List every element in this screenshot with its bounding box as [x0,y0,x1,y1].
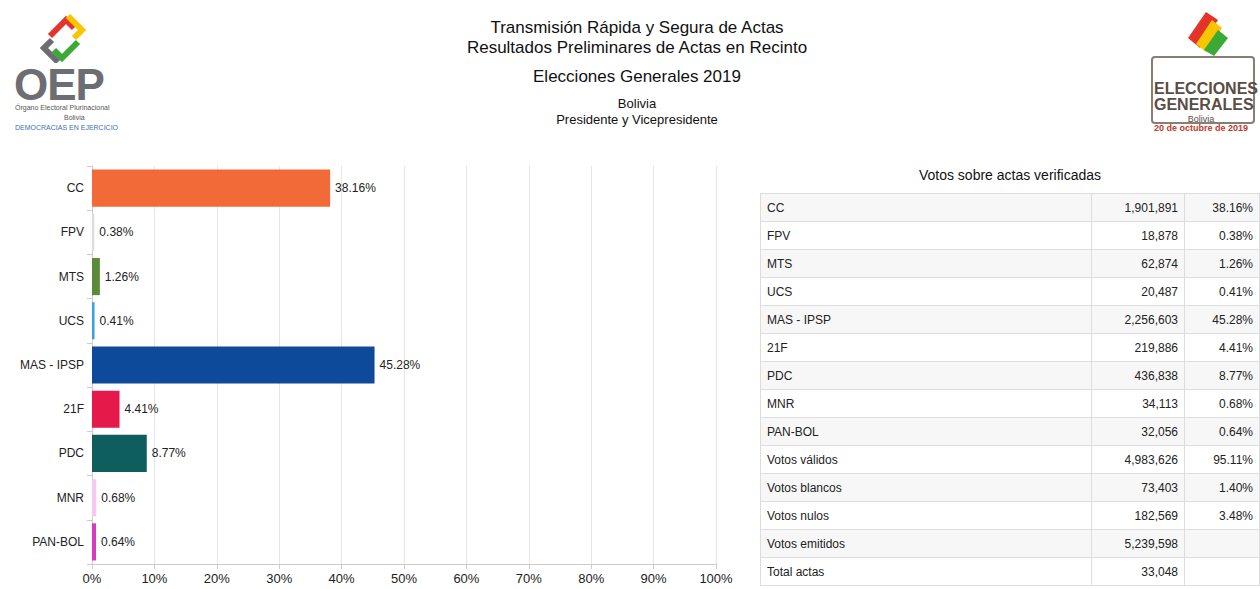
html-text:Presidente y Vicepresidente: Presidente y Vicepresidente [556,112,718,127]
svg-text:PDC: PDC [59,446,85,460]
html-text:Votos blancos: Votos blancos [767,480,842,495]
svg-text:0.41%: 0.41% [100,314,134,328]
svg-text:30%: 30% [266,571,292,586]
svg-text:1.26%: 1.26% [105,270,139,284]
svg-text:70%: 70% [516,571,542,586]
html-text:5,239,598: 5,239,598 [1124,536,1178,551]
html-text:Votos sobre actas verificadas: Votos sobre actas verificadas [918,167,1101,183]
svg-text:45.28%: 45.28% [380,358,421,372]
html-text:21F: 21F [767,340,788,355]
html-text:20,487: 20,487 [1141,284,1178,299]
html-text:0.64%: 0.64% [1219,424,1253,439]
html-text:20 de octubre de 2019: 20 de octubre de 2019 [1154,123,1248,133]
html-text:PDC: PDC [767,368,793,383]
svg-text:CC: CC [67,181,85,195]
html-text:182,569: 182,569 [1134,508,1178,523]
html-text:Votos válidos: Votos válidos [767,452,838,467]
html-text:219,886: 219,886 [1134,340,1178,355]
svg-text:0.64%: 0.64% [101,535,135,549]
svg-text:90%: 90% [641,571,667,586]
html-text:MTS: MTS [767,256,793,271]
svg-text:40%: 40% [329,571,355,586]
html-text:Bolivia: Bolivia [1187,114,1215,124]
html-text:1.40%: 1.40% [1219,480,1253,495]
svg-text:FPV: FPV [61,225,84,239]
html-text:Total actas: Total actas [767,564,825,579]
html-text:38.16%: 38.16% [1212,200,1253,215]
html-text:ELECCIONES: ELECCIONES [1154,80,1258,97]
html-text:OEP: OEP [14,60,104,109]
html-text:73,403: 73,403 [1141,480,1178,495]
svg-text:0%: 0% [83,571,102,586]
html-text:436,838: 436,838 [1134,368,1178,383]
svg-text:100%: 100% [699,571,733,586]
html-text:62,874: 62,874 [1141,256,1178,271]
svg-text:8.77%: 8.77% [152,446,186,460]
svg-text:MNR: MNR [57,491,85,505]
html-text:0.38%: 0.38% [1219,228,1253,243]
html-text:CC: CC [767,200,785,215]
html-text:Votos emitidos: Votos emitidos [767,536,845,551]
svg-text:0.38%: 0.38% [99,225,133,239]
svg-text:MTS: MTS [59,270,84,284]
html-text:DEMOCRACIAS EN EJERCICIO: DEMOCRACIAS EN EJERCICIO [15,124,119,131]
html-text:0.41%: 0.41% [1219,284,1253,299]
svg-text:UCS: UCS [59,314,84,328]
html-text:32,056: 32,056 [1141,424,1178,439]
html-text:Órgano Electoral Plurinacional: Órgano Electoral Plurinacional [15,104,110,111]
html-text:Bolivia: Bolivia [617,96,657,111]
html-text:34,113: 34,113 [1142,396,1178,411]
html-text:8.77%: 8.77% [1219,368,1253,383]
html-text:95.11%: 95.11% [1213,452,1253,467]
html-text:MAS - IPSP: MAS - IPSP [767,312,831,327]
svg-text:4.41%: 4.41% [125,402,159,416]
html-text:UCS: UCS [767,284,793,299]
html-text:Bolivia: Bolivia [64,114,85,121]
svg-text:50%: 50% [391,571,417,586]
html-text:4.41%: 4.41% [1219,340,1253,355]
html-text:Votos nulos: Votos nulos [767,508,829,523]
svg-text:21F: 21F [63,402,84,416]
html-text:33,048: 33,048 [1141,564,1178,579]
html-text:FPV: FPV [767,228,791,243]
html-text:2,256,603: 2,256,603 [1124,312,1178,327]
html-text:MNR: MNR [767,396,795,411]
html-text:0.68%: 0.68% [1219,396,1253,411]
html-text:PAN-BOL: PAN-BOL [767,424,819,439]
html-text:Elecciones Generales 2019: Elecciones Generales 2019 [533,67,741,86]
svg-text:0.68%: 0.68% [101,491,135,505]
svg-text:10%: 10% [141,571,167,586]
svg-text:80%: 80% [578,571,604,586]
html-text:1,901,891: 1,901,891 [1124,200,1178,215]
html-text:GENERALES: GENERALES [1154,96,1254,113]
svg-text:60%: 60% [453,571,479,586]
html-text:1.26%: 1.26% [1219,256,1253,271]
svg-text:MAS - IPSP: MAS - IPSP [20,358,84,372]
html-text:45.28%: 45.28% [1212,312,1253,327]
html-text:Transmisión Rápida y Segura de: Transmisión Rápida y Segura de Actas [490,18,784,37]
html-text:4,983,626: 4,983,626 [1124,452,1178,467]
html-text:Resultados Preliminares de Act: Resultados Preliminares de Actas en Reci… [466,38,808,57]
html-text:3.48%: 3.48% [1219,508,1253,523]
html-text:18,878: 18,878 [1141,228,1178,243]
svg-text:38.16%: 38.16% [335,181,376,195]
svg-text:20%: 20% [204,571,230,586]
svg-text:PAN-BOL: PAN-BOL [32,535,84,549]
